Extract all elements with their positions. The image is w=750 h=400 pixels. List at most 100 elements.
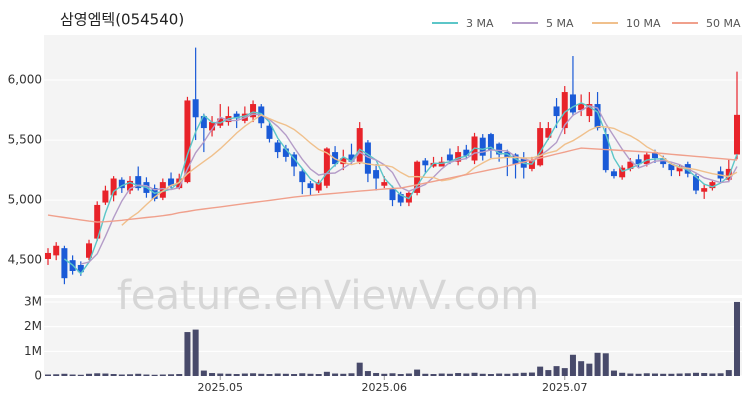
candle-body <box>217 118 224 126</box>
candle-body <box>479 137 486 156</box>
volume-bar <box>520 372 527 376</box>
legend-label: 50 MA <box>706 17 741 30</box>
volume-bar <box>676 373 683 376</box>
watermark: feature.enViewV.com <box>117 273 539 319</box>
y-tick-label: 2M <box>24 319 42 333</box>
volume-bar <box>159 374 166 376</box>
candle-body <box>701 188 708 192</box>
candle-body <box>602 134 609 171</box>
volume-bar <box>734 301 740 376</box>
volume-bar <box>381 373 388 376</box>
volume-bar <box>282 373 289 376</box>
y-tick-label: 1M <box>24 344 42 358</box>
volume-bar <box>184 332 191 376</box>
candle-body <box>323 148 330 186</box>
candle-body <box>619 167 626 178</box>
volume-bar <box>274 373 281 376</box>
candle-body <box>266 125 273 139</box>
volume-bar <box>553 366 560 376</box>
volume-bar <box>709 373 716 376</box>
volume-bar <box>323 371 330 376</box>
volume-bar <box>610 370 617 376</box>
legend-label: 5 MA <box>546 17 574 30</box>
candle-body <box>184 100 191 183</box>
volume-bar <box>397 374 404 376</box>
ma-line <box>80 104 738 265</box>
volume-bar <box>45 374 51 376</box>
volume-bar <box>602 353 609 376</box>
volume-bar <box>651 373 658 376</box>
y-tick-label: 6,000 <box>8 73 42 87</box>
candle-body <box>676 166 683 172</box>
volume-bar <box>258 373 265 376</box>
x-tick-label: 2025.06 <box>362 381 408 394</box>
candle-body <box>430 162 437 167</box>
candle-body <box>414 161 421 193</box>
candle-body <box>578 104 585 111</box>
volume-bar <box>127 374 134 376</box>
volume-bar <box>578 361 585 376</box>
candle-body <box>209 122 216 131</box>
volume-bar <box>545 370 552 376</box>
candle-body <box>455 152 462 162</box>
volume-bar <box>291 374 298 376</box>
legend-label: 10 MA <box>626 17 661 30</box>
volume-bar <box>504 373 511 376</box>
candle-body <box>586 104 593 117</box>
candle-body <box>651 152 658 159</box>
candle-body <box>504 152 511 159</box>
volume-bar <box>266 374 273 376</box>
volume-bar <box>528 372 535 376</box>
volume-bar <box>250 373 257 376</box>
candle-body <box>102 190 109 203</box>
volume-bar <box>233 374 240 376</box>
candle-body <box>200 116 207 129</box>
volume-bar <box>643 373 650 376</box>
volume-bar <box>348 373 355 376</box>
candle-body <box>127 180 134 191</box>
candle-body <box>291 154 298 167</box>
volume-bar <box>118 374 125 376</box>
volume-bar <box>69 374 76 376</box>
candle-body <box>610 171 617 177</box>
volume-bar <box>192 329 199 376</box>
volume-bar <box>438 373 445 376</box>
ma-line <box>47 147 738 223</box>
y-tick-label: 5,000 <box>8 193 42 207</box>
volume-bar <box>110 374 117 376</box>
volume-bar <box>225 373 232 376</box>
candle-body <box>110 178 117 196</box>
candle-body <box>487 134 494 150</box>
volume-bar <box>307 373 314 376</box>
candle-body <box>668 164 675 171</box>
candle-body <box>496 143 503 155</box>
volume-bar <box>405 373 412 376</box>
candle-body <box>635 159 642 165</box>
candle-body <box>627 161 634 169</box>
volume-bar <box>537 366 544 376</box>
y-tick-label: 0 <box>34 369 42 383</box>
volume-bar <box>356 362 363 376</box>
volume-bar <box>94 373 101 376</box>
candle-body <box>282 148 289 157</box>
volume-bar <box>389 373 396 376</box>
volume-bar <box>373 373 380 376</box>
volume-bar <box>61 373 68 376</box>
candle-body <box>250 104 257 118</box>
candle-body <box>709 182 716 189</box>
volume-bar <box>586 363 593 376</box>
volume-bar <box>102 373 109 376</box>
candle-body <box>274 142 281 153</box>
candle-body <box>340 158 347 165</box>
volume-bar <box>479 373 486 376</box>
candle-body <box>135 176 142 189</box>
candle-body <box>159 182 166 198</box>
candle-body <box>594 104 601 129</box>
legend-label: 3 MA <box>466 17 494 30</box>
volume-bar <box>594 352 601 376</box>
volume-bar <box>455 373 462 376</box>
volume-bar <box>299 373 306 376</box>
volume-bar <box>496 373 503 376</box>
volume-bar <box>569 354 576 376</box>
